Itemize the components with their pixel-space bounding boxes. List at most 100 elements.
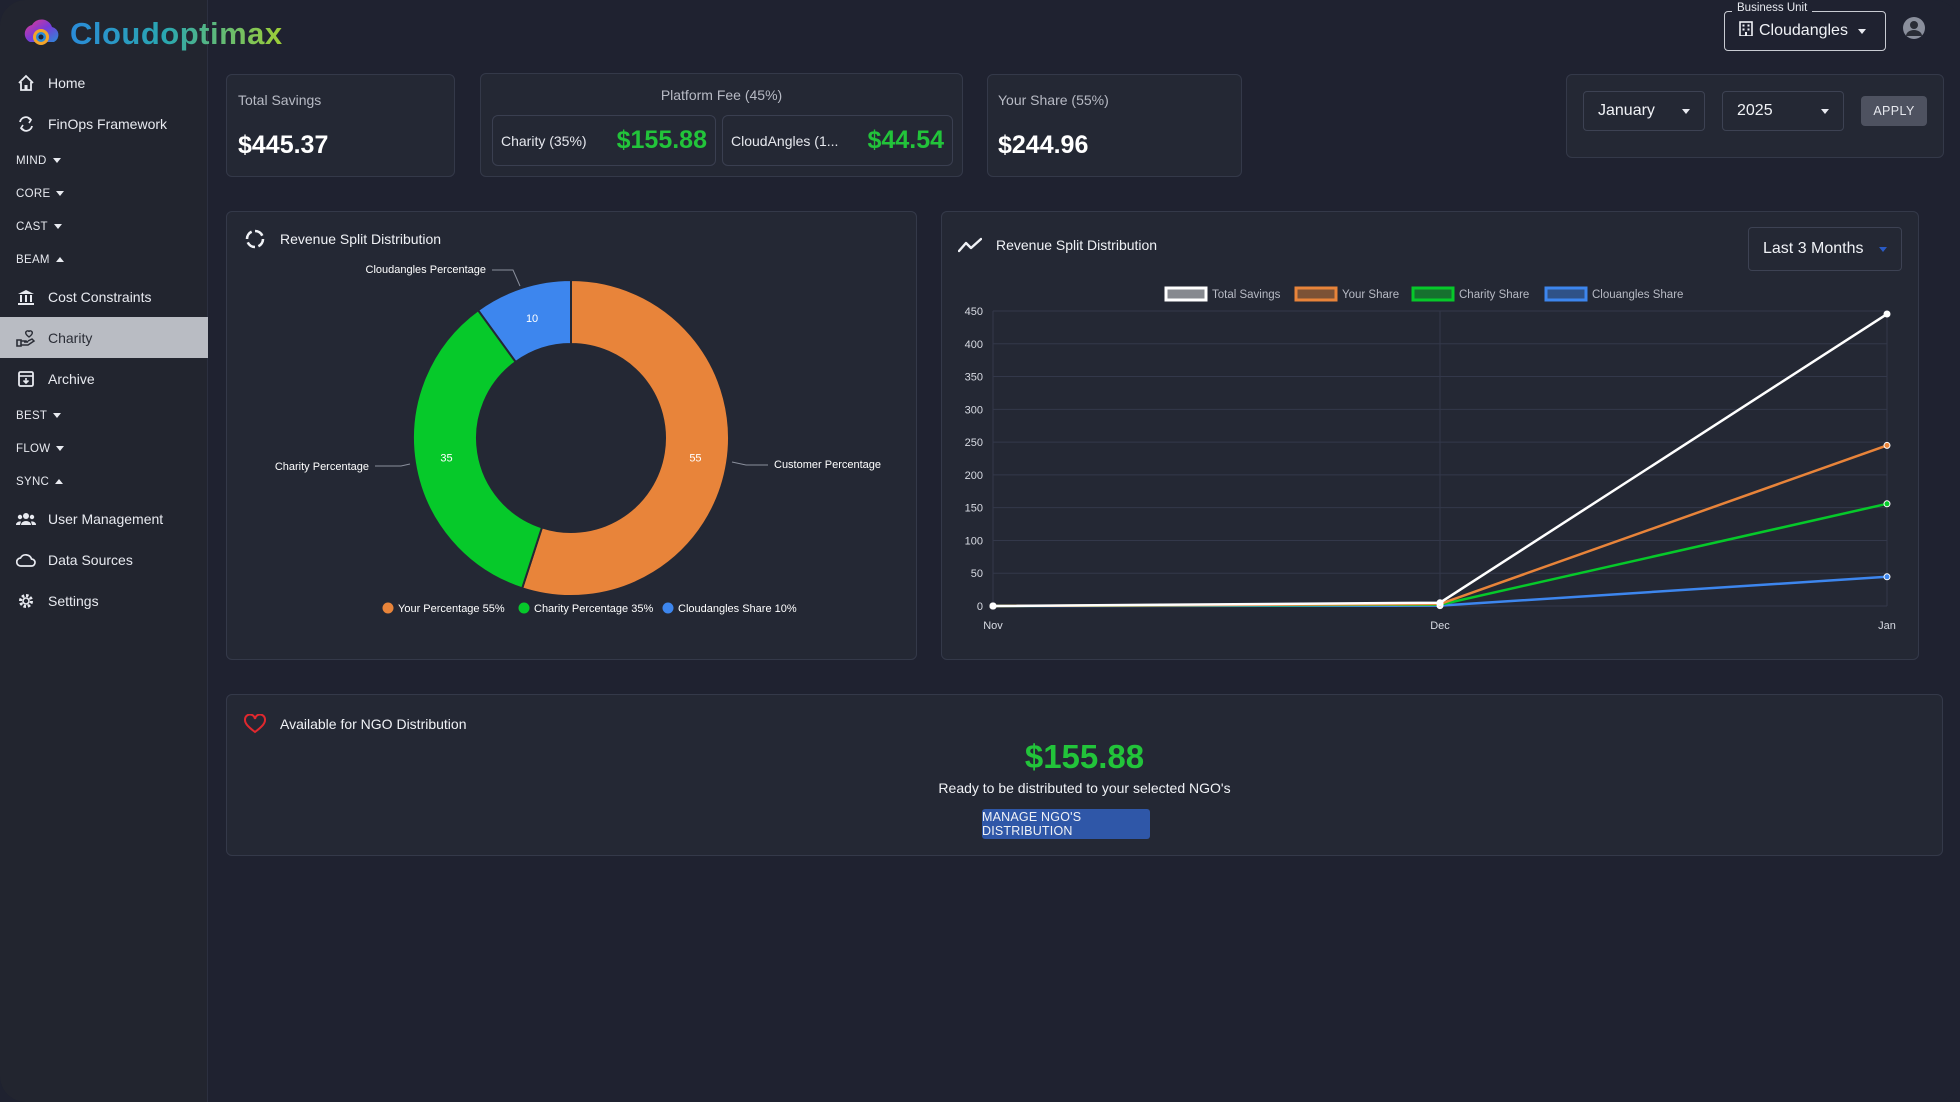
hand-heart-icon — [16, 328, 36, 348]
time-range-select[interactable]: Last 3 Months — [1748, 227, 1902, 271]
series-point[interactable] — [1436, 599, 1444, 607]
sidebar-item-cost-constraints[interactable]: Cost Constraints — [0, 276, 208, 317]
your-share-label: Your Share (55%) — [998, 92, 1109, 108]
sidebar-group-label: CAST — [16, 220, 48, 233]
y-tick-label: 250 — [965, 437, 983, 449]
sidebar-item-label: Cost Constraints — [48, 288, 152, 305]
platform-fee-label: Platform Fee (45%) — [660, 87, 783, 103]
ngo-panel-title: Available for NGO Distribution — [280, 716, 467, 732]
sidebar-group-sync[interactable]: SYNC — [0, 465, 208, 498]
sidebar-item-finops-framework[interactable]: FinOps Framework — [0, 103, 208, 144]
legend-item[interactable]: Charity Share — [1411, 286, 1529, 302]
users-icon — [16, 509, 36, 529]
sidebar-group-label: BEAM — [16, 253, 50, 266]
cloudangles-fee-label: CloudAngles (1... — [731, 132, 839, 149]
year-value: 2025 — [1737, 102, 1773, 119]
total-savings-card: Total Savings $445.37 — [226, 74, 455, 177]
sidebar-item-label: User Management — [48, 510, 164, 527]
legend-item[interactable]: Clouangles Share — [1544, 286, 1683, 302]
profile-avatar-icon[interactable] — [1903, 17, 1925, 39]
sidebar-item-label: FinOps Framework — [48, 115, 168, 132]
legend-label: Clouangles Share — [1592, 289, 1683, 301]
y-tick-label: 150 — [965, 503, 983, 515]
legend-item[interactable]: Your Share — [1294, 286, 1399, 302]
sidebar-group-beam[interactable]: BEAM — [0, 243, 208, 276]
donut-slice[interactable] — [520, 278, 730, 597]
sidebar-group-core[interactable]: CORE — [0, 177, 208, 210]
series-point[interactable] — [1883, 441, 1891, 449]
total-savings-label: Total Savings — [238, 92, 322, 108]
month-value: January — [1598, 102, 1655, 119]
y-tick-label: 350 — [965, 372, 983, 384]
legend-item[interactable]: Total Savings — [1164, 286, 1281, 302]
building-icon — [1739, 21, 1753, 41]
month-select[interactable]: January — [1583, 91, 1705, 131]
business-unit-label: Business Unit — [1732, 2, 1813, 14]
line-panel-title: Revenue Split Distribution — [996, 237, 1158, 253]
legend-item[interactable]: Charity Percentage 35% — [518, 602, 654, 616]
legend-item[interactable]: Cloudangles Share 10% — [662, 602, 797, 616]
x-tick-label: Jan — [1878, 620, 1896, 632]
legend-swatch — [1164, 286, 1208, 302]
sidebar-group-cast[interactable]: CAST — [0, 210, 208, 243]
apply-button[interactable]: APPLY — [1861, 96, 1927, 126]
charity-fee-value: $155.88 — [616, 126, 707, 154]
donut-chart: 55 35 10 Cloudangles Percentage Charity Perc… — [275, 264, 881, 616]
sidebar-item-label: Settings — [48, 592, 99, 609]
legend-label: Cloudangles Share 10% — [678, 603, 797, 615]
chevron-down-icon — [1821, 109, 1829, 114]
platform-fee-card: Platform Fee (45%) Charity (35%) $155.88… — [480, 73, 963, 177]
legend-label: Charity Share — [1459, 289, 1529, 301]
callout-label-charity: Charity Percentage — [275, 461, 369, 473]
sidebar-item-user-management[interactable]: User Management — [0, 498, 208, 539]
sidebar-item-home[interactable]: Home — [0, 62, 208, 103]
y-tick-label: 50 — [971, 568, 983, 580]
sidebar-group-best[interactable]: BEST — [0, 399, 208, 432]
donut-slice-value: 35 — [440, 453, 452, 465]
legend-label: Your Percentage 55% — [398, 603, 505, 615]
cloudangles-fee-card: CloudAngles (1... $44.54 — [722, 115, 953, 166]
y-tick-label: 0 — [977, 601, 983, 613]
heart-icon — [244, 714, 266, 734]
charity-fee-card: Charity (35%) $155.88 — [492, 115, 716, 166]
chevron-up-icon — [55, 479, 64, 484]
y-tick-label: 200 — [965, 470, 983, 482]
business-unit-select[interactable]: Cloudangles — [1724, 11, 1886, 51]
sidebar-group-label: BEST — [16, 409, 48, 422]
series-point[interactable] — [1883, 310, 1891, 318]
y-tick-label: 300 — [965, 404, 983, 416]
manage-ngo-distribution-button[interactable]: MANAGE NGO'S DISTRIBUTION — [982, 809, 1150, 839]
series-point[interactable] — [1883, 573, 1891, 581]
year-select[interactable]: 2025 — [1722, 91, 1844, 131]
donut-slice[interactable] — [412, 308, 544, 590]
donut-slice[interactable] — [476, 278, 572, 364]
sidebar-item-data-sources[interactable]: Data Sources — [0, 539, 208, 580]
gear-icon — [16, 591, 36, 611]
bank-icon — [16, 287, 36, 307]
archive-icon — [16, 369, 36, 389]
legend-label: Total Savings — [1212, 289, 1281, 301]
x-tick-label: Nov — [983, 620, 1003, 632]
your-share-card: Your Share (55%) $244.96 — [987, 74, 1242, 177]
logo-icon — [24, 19, 59, 45]
legend-label: Your Share — [1342, 289, 1399, 301]
sidebar-item-label: Charity — [48, 329, 93, 346]
time-range-value: Last 3 Months — [1763, 240, 1864, 257]
chevron-down-icon — [1879, 247, 1887, 252]
app-logo[interactable]: Cloudoptimax — [20, 6, 283, 62]
loading-ring-icon — [244, 228, 266, 250]
sidebar-item-archive[interactable]: Archive — [0, 358, 208, 399]
donut-slice-value: 10 — [526, 313, 538, 325]
series-point[interactable] — [1883, 500, 1891, 508]
business-unit-value: Cloudangles — [1759, 22, 1848, 39]
sidebar-item-charity[interactable]: Charity — [0, 317, 208, 358]
sidebar-item-settings[interactable]: Settings — [0, 580, 208, 621]
series-point[interactable] — [989, 602, 997, 610]
chevron-down-icon — [56, 446, 65, 451]
legend-item[interactable]: Your Percentage 55% — [382, 602, 505, 616]
callout-label-cloudangles: Cloudangles Percentage — [366, 264, 486, 276]
sidebar-group-mind[interactable]: MIND — [0, 144, 208, 177]
ngo-panel-header: Available for NGO Distribution — [244, 714, 466, 734]
sidebar-group-flow[interactable]: FLOW — [0, 432, 208, 465]
callout-label-customer: Customer Percentage — [774, 459, 881, 471]
